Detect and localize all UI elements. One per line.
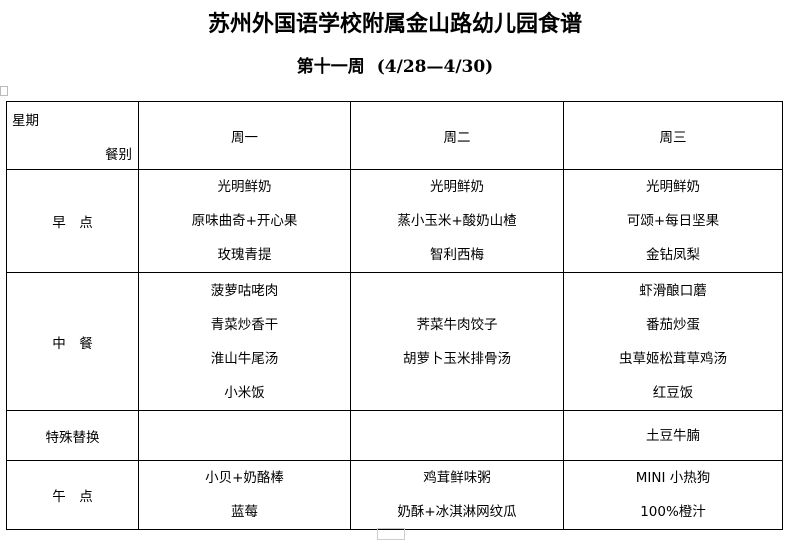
page-title: 苏州外国语学校附属金山路幼儿园食谱 bbox=[207, 11, 582, 37]
table-move-handle-icon[interactable] bbox=[0, 86, 8, 96]
menu-cell: MINI 小热狗 100%橙汁 bbox=[563, 460, 783, 530]
dish-item: 金钻凤梨 bbox=[646, 247, 700, 263]
meal-label-cell: 早 点 bbox=[6, 169, 139, 273]
dish-item: 100%橙汁 bbox=[640, 504, 706, 520]
dish-item: 红豆饭 bbox=[652, 384, 694, 401]
dish-item: 光明鲜奶 bbox=[646, 179, 700, 195]
day-header: 周三 bbox=[563, 101, 783, 170]
dish-item: 鸡茸鲜味粥 bbox=[423, 470, 491, 486]
meal-label: 餐别 bbox=[105, 146, 132, 163]
dish-item: 奶酥+冰淇淋网纹瓜 bbox=[397, 504, 517, 520]
corner-cell: 星期 餐别 bbox=[6, 101, 139, 170]
dish-item: 胡萝卜玉米排骨汤 bbox=[403, 350, 511, 367]
date-range: (4/28—4/30) bbox=[376, 57, 494, 77]
dish-item: 菠萝咕咾肉 bbox=[210, 282, 279, 299]
add-row-button[interactable] bbox=[377, 528, 405, 540]
dish-item: 蒸小玉米+酸奶山楂 bbox=[397, 213, 517, 229]
dish-item: 虾滑酿口蘑 bbox=[639, 282, 707, 299]
menu-cell: 光明鲜奶原味曲奇+开心果 玫瑰青提 bbox=[138, 169, 351, 273]
dish-item: MINI 小热狗 bbox=[635, 470, 711, 486]
dish-item: 荠菜牛肉饺子 bbox=[416, 316, 498, 333]
meal-row: 特殊替换 土豆牛腩 bbox=[6, 410, 783, 461]
header-row: 星期 餐别 周一 周二 周三 bbox=[6, 101, 783, 170]
dish-item: 小米饭 bbox=[224, 384, 265, 401]
menu-cell: 光明鲜奶可颂+每日坚果 金钻凤梨 bbox=[563, 169, 783, 273]
dish-item: 智利西梅 bbox=[430, 247, 484, 263]
dish-item: 玫瑰青提 bbox=[217, 247, 272, 263]
meal-row: 午 点小贝+奶酪棒 蓝莓 鸡茸鲜味粥 奶酥+冰淇淋网纹瓜 MINI 小热狗 100%橙汁 bbox=[6, 460, 783, 530]
dish-item: 光明鲜奶 bbox=[217, 179, 272, 195]
menu-cell: 虾滑酿口蘑番茄炒蛋虫草姬松茸草鸡汤 红豆饭 bbox=[563, 272, 783, 411]
dish-item: 小贝+奶酪棒 bbox=[205, 470, 284, 486]
dish-item: 虫草姬松茸草鸡汤 bbox=[619, 350, 727, 367]
day-header: 周二 bbox=[350, 101, 564, 170]
dish-item: 淮山牛尾汤 bbox=[210, 350, 279, 367]
menu-cell: 光明鲜奶蒸小玉米+酸奶山楂 智利西梅 bbox=[350, 169, 564, 273]
meal-row: 早 点光明鲜奶 原味曲奇+开心果 玫瑰青提 光明鲜奶 蒸小玉米+酸奶山楂 智利西梅 光明鲜奶… bbox=[6, 169, 783, 273]
menu-cell: 荠菜牛肉饺子 胡萝卜玉米排骨汤 bbox=[350, 272, 564, 411]
menu-cell bbox=[138, 410, 351, 461]
weekday-label: 星期 bbox=[12, 112, 39, 129]
dish-item: 青菜炒香干 bbox=[210, 316, 279, 333]
dish-item: 可颂+每日坚果 bbox=[626, 213, 720, 229]
dish-item: 番茄炒蛋 bbox=[646, 316, 700, 333]
meal-row: 中 餐菠萝咕咾肉 青菜炒香干 淮山牛尾汤 小米饭 荠菜牛肉饺子 胡萝卜玉米排骨汤 虾滑酿口蘑… bbox=[6, 272, 783, 411]
menu-cell: 小贝+奶酪棒 蓝莓 bbox=[138, 460, 351, 530]
week-subtitle: 第十一周 (4/28—4/30) bbox=[0, 52, 790, 77]
menu-cell: 鸡茸鲜味粥奶酥+冰淇淋网纹瓜 bbox=[350, 460, 564, 530]
dish-item: 原味曲奇+开心果 bbox=[191, 213, 298, 229]
dish-item: 土豆牛腩 bbox=[646, 427, 700, 444]
dish-item: 光明鲜奶 bbox=[430, 179, 484, 195]
dish-item: 蓝莓 bbox=[231, 504, 258, 520]
menu-cell: 菠萝咕咾肉青菜炒香干淮山牛尾汤小米饭 bbox=[138, 272, 351, 411]
menu-cell bbox=[350, 410, 564, 461]
meal-label-cell: 特殊替换 bbox=[6, 410, 139, 461]
day-header: 周一 bbox=[138, 101, 351, 170]
menu-cell: 土豆牛腩 bbox=[563, 410, 783, 461]
meal-label-cell: 中 餐 bbox=[6, 272, 139, 411]
meal-label-cell: 午 点 bbox=[6, 460, 139, 530]
week-label: 第十一周 bbox=[296, 57, 365, 77]
menu-table: 星期 餐别 周一 周二 周三 早 点光明鲜奶 原味曲奇+开心果 玫瑰青提 光明鲜奶 蒸小… bbox=[6, 101, 783, 530]
